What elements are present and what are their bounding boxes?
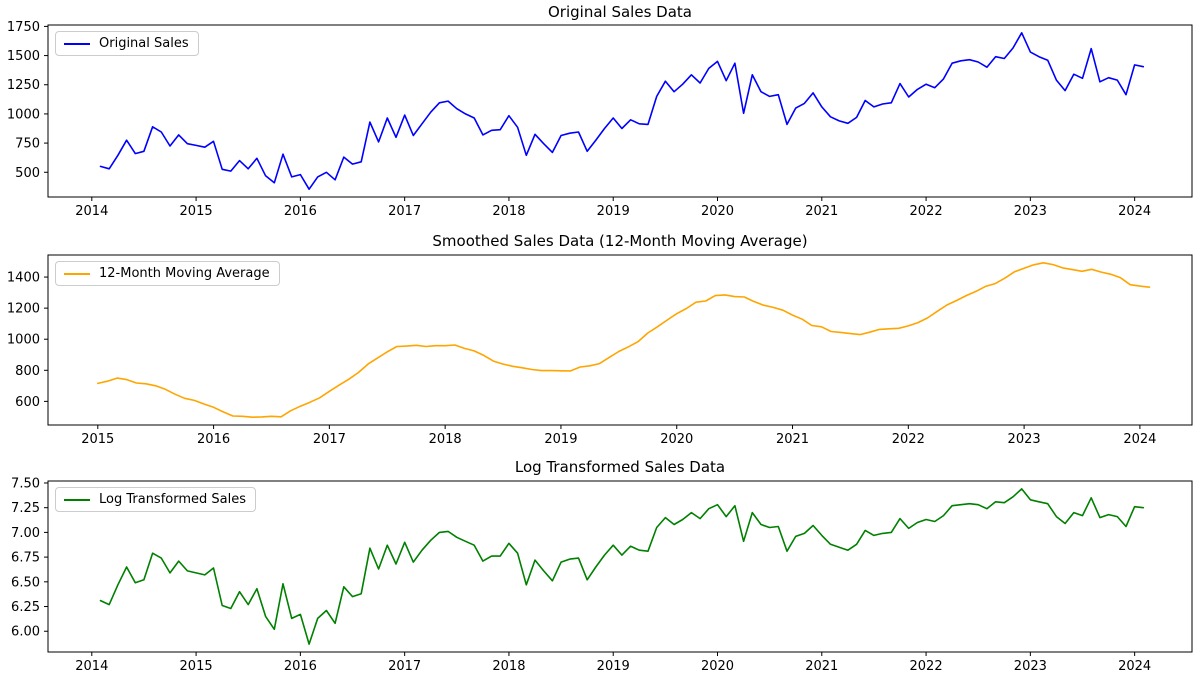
y-tick-label: 1400 [7, 271, 40, 286]
x-tick-label: 2022 [910, 659, 943, 674]
x-tick-label: 2019 [597, 659, 630, 674]
log-sales-chart-title: Log Transformed Sales Data [514, 458, 726, 476]
x-tick-label: 2019 [597, 204, 630, 219]
log-sales-line [99, 488, 1145, 645]
plot-border [47, 480, 1193, 653]
x-tick-label: 2022 [892, 432, 925, 447]
y-tick-label: 1500 [7, 49, 40, 64]
x-tick-label: 2024 [1118, 204, 1151, 219]
plot-border [47, 24, 1193, 198]
x-tick-label: 2019 [544, 432, 577, 447]
x-tick-label: 2014 [75, 659, 108, 674]
x-tick-label: 2016 [284, 659, 317, 674]
x-tick-label: 2017 [388, 659, 421, 674]
log-sales-plot: 6.00 6.25 6.50 6.75 7.00 7.25 7.50 2014 2015 2016… [11, 476, 1193, 674]
x-tick-label: 2021 [805, 659, 838, 674]
x-tick-label: 2016 [197, 432, 230, 447]
y-tick-label: 750 [15, 137, 40, 152]
moving-average-legend-line-sample [64, 272, 90, 275]
x-tick-label: 2024 [1118, 659, 1151, 674]
x-tick-label: 2021 [776, 432, 809, 447]
original-sales-legend-label: Original Sales [99, 36, 189, 51]
original-sales-legend: Original Sales [55, 31, 199, 56]
smoothed-sales-chart-title: Smoothed Sales Data (12-Month Moving Ave… [432, 232, 808, 250]
original-sales-line [99, 31, 1145, 190]
x-tick-label: 2020 [660, 432, 693, 447]
x-tick-label: 2017 [313, 432, 346, 447]
y-tick-label: 7.00 [11, 526, 40, 541]
x-tick-label: 2020 [701, 204, 734, 219]
x-tick-label: 2023 [1008, 432, 1041, 447]
plot-border [47, 254, 1193, 426]
x-tick-label: 2022 [910, 204, 943, 219]
x-tick-label: 2018 [492, 659, 525, 674]
x-tick-label: 2018 [429, 432, 462, 447]
log-sales-legend-line-sample [64, 498, 90, 501]
x-tick-label: 2015 [180, 204, 213, 219]
y-tick-label: 1000 [7, 333, 40, 348]
y-tick-label: 6.50 [11, 575, 40, 590]
original-sales-plot: 500 750 1000 1250 1500 1750 2014 2015 2016 2017 20… [7, 20, 1193, 219]
moving-average-legend: 12-Month Moving Average [55, 261, 280, 286]
moving-average-plot: 600 800 1000 1200 1400 2015 2016 2017 2018 2019 20… [7, 254, 1193, 447]
y-tick-label: 7.50 [11, 476, 40, 491]
moving-average-legend-label: 12-Month Moving Average [99, 266, 270, 281]
y-tick-label: 500 [15, 166, 40, 181]
original-sales-legend-line-sample [64, 42, 90, 45]
x-tick-label: 2023 [1014, 204, 1047, 219]
original-sales-chart-title: Original Sales Data [548, 3, 692, 21]
y-tick-label: 600 [15, 395, 40, 410]
x-tick-label: 2014 [75, 204, 108, 219]
y-tick-label: 7.25 [11, 501, 40, 516]
x-tick-label: 2020 [701, 659, 734, 674]
x-tick-label: 2015 [81, 432, 114, 447]
log-sales-legend-label: Log Transformed Sales [99, 492, 246, 507]
y-tick-label: 6.25 [11, 600, 40, 615]
x-tick-label: 2023 [1014, 659, 1047, 674]
log-sales-legend: Log Transformed Sales [55, 487, 256, 512]
y-tick-label: 1250 [7, 78, 40, 93]
x-tick-label: 2021 [805, 204, 838, 219]
x-tick-label: 2016 [284, 204, 317, 219]
x-tick-label: 2017 [388, 204, 421, 219]
x-tick-label: 2018 [492, 204, 525, 219]
y-tick-label: 1750 [7, 20, 40, 35]
moving-average-line [97, 261, 1151, 419]
y-tick-label: 1200 [7, 302, 40, 317]
y-tick-label: 1000 [7, 107, 40, 122]
y-tick-label: 6.00 [11, 625, 40, 640]
y-tick-label: 6.75 [11, 551, 40, 566]
x-tick-label: 2015 [180, 659, 213, 674]
y-tick-label: 800 [15, 364, 40, 379]
x-tick-label: 2024 [1123, 432, 1156, 447]
